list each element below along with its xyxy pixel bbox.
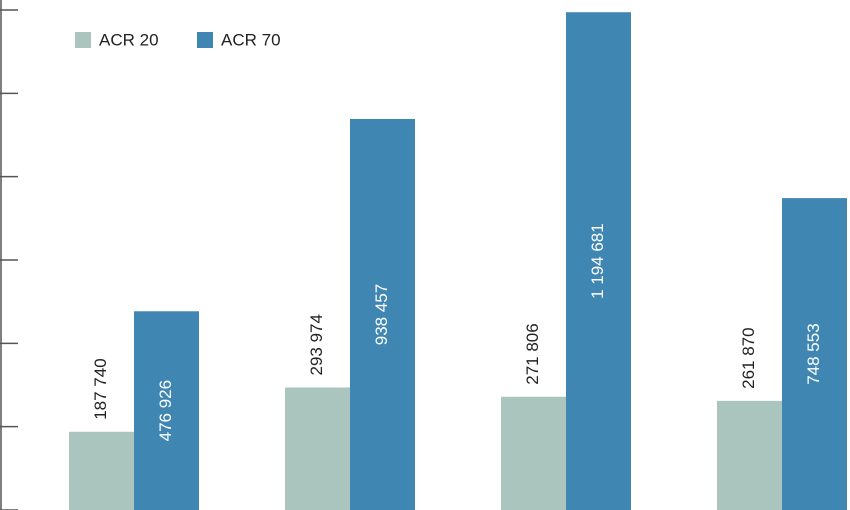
bar bbox=[134, 311, 199, 510]
bar bbox=[285, 387, 350, 510]
legend-swatch bbox=[197, 32, 213, 48]
value-label: 187 740 bbox=[91, 358, 110, 419]
value-label: 271 806 bbox=[523, 323, 542, 384]
bar bbox=[350, 118, 415, 510]
value-label: 1 194 681 bbox=[588, 223, 607, 299]
value-label: 938 457 bbox=[372, 284, 391, 345]
bar bbox=[782, 198, 847, 510]
value-label: 748 553 bbox=[804, 323, 823, 384]
bar bbox=[566, 12, 631, 510]
value-label: 293 974 bbox=[307, 314, 326, 375]
bar bbox=[501, 396, 566, 510]
value-label: 261 870 bbox=[739, 327, 758, 388]
legend-label: ACR 20 bbox=[99, 30, 159, 49]
legend-label: ACR 70 bbox=[221, 30, 281, 49]
legend-swatch bbox=[75, 32, 91, 48]
value-label: 476 926 bbox=[156, 380, 175, 441]
bar bbox=[717, 400, 782, 510]
bar bbox=[69, 431, 134, 510]
